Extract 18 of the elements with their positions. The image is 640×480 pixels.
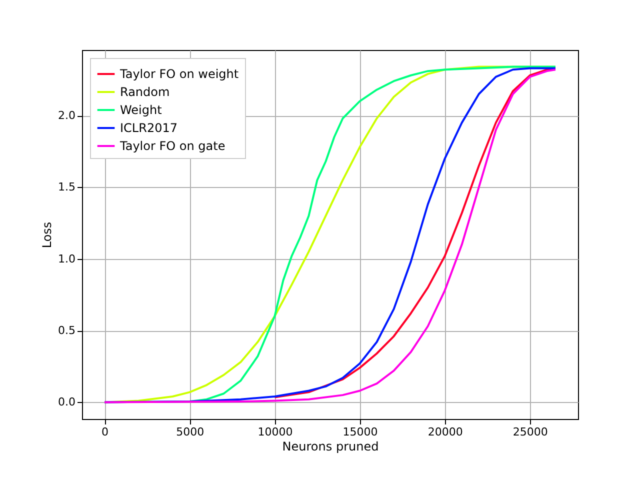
x-axis-title: Neurons pruned	[282, 440, 379, 454]
x-tick-label: 20000	[428, 426, 463, 438]
x-tick-label: 25000	[512, 426, 548, 438]
y-tick-label: 1.0	[58, 252, 76, 266]
x-tick-label: 0	[102, 426, 109, 438]
y-tick-label: 2.0	[58, 109, 76, 122]
x-tick-label: 5000	[176, 426, 204, 438]
y-axis-title: Loss	[40, 222, 54, 248]
x-tick-label: 10000	[258, 426, 293, 438]
y-tick-label: 0.0	[58, 396, 76, 409]
legend-label: Weight	[120, 103, 162, 117]
legend-label: Random	[120, 85, 170, 99]
legend-label: Taylor FO on weight	[119, 67, 239, 81]
y-tick-label: 1.5	[58, 180, 76, 194]
legend-label: ICLR2017	[120, 121, 178, 135]
x-tick-label: 15000	[342, 426, 378, 438]
legend-label: Taylor FO on gate	[119, 139, 226, 153]
y-tick-label: 0.5	[58, 324, 76, 338]
